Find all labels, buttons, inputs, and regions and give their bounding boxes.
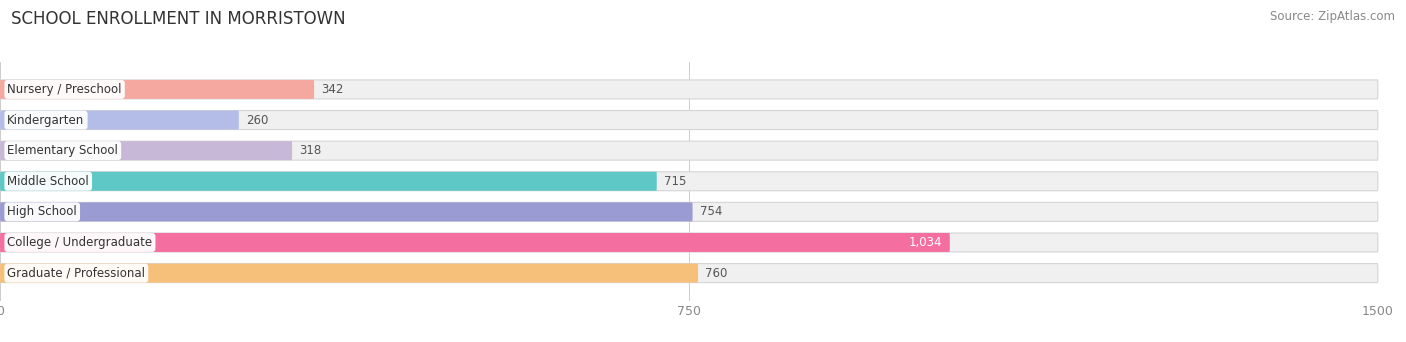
Text: 760: 760 — [706, 267, 728, 280]
FancyBboxPatch shape — [0, 80, 314, 99]
Text: Nursery / Preschool: Nursery / Preschool — [7, 83, 122, 96]
FancyBboxPatch shape — [0, 141, 1378, 160]
Text: 260: 260 — [246, 114, 269, 127]
Text: 342: 342 — [322, 83, 344, 96]
Text: High School: High School — [7, 206, 77, 219]
Text: 1,034: 1,034 — [908, 236, 942, 249]
Text: Kindergarten: Kindergarten — [7, 114, 84, 127]
FancyBboxPatch shape — [0, 264, 699, 282]
Text: SCHOOL ENROLLMENT IN MORRISTOWN: SCHOOL ENROLLMENT IN MORRISTOWN — [11, 10, 346, 28]
Text: Elementary School: Elementary School — [7, 144, 118, 157]
FancyBboxPatch shape — [0, 202, 693, 221]
Text: College / Undergraduate: College / Undergraduate — [7, 236, 152, 249]
Text: Middle School: Middle School — [7, 175, 89, 188]
FancyBboxPatch shape — [0, 110, 239, 130]
FancyBboxPatch shape — [0, 202, 1378, 221]
FancyBboxPatch shape — [0, 172, 1378, 191]
Text: Source: ZipAtlas.com: Source: ZipAtlas.com — [1270, 10, 1395, 23]
FancyBboxPatch shape — [0, 141, 292, 160]
FancyBboxPatch shape — [0, 233, 1378, 252]
Text: Graduate / Professional: Graduate / Professional — [7, 267, 145, 280]
Text: 754: 754 — [700, 206, 723, 219]
Text: 715: 715 — [664, 175, 686, 188]
Text: 318: 318 — [299, 144, 322, 157]
FancyBboxPatch shape — [0, 172, 657, 191]
FancyBboxPatch shape — [0, 110, 1378, 130]
FancyBboxPatch shape — [0, 80, 1378, 99]
FancyBboxPatch shape — [0, 264, 1378, 282]
FancyBboxPatch shape — [0, 233, 950, 252]
